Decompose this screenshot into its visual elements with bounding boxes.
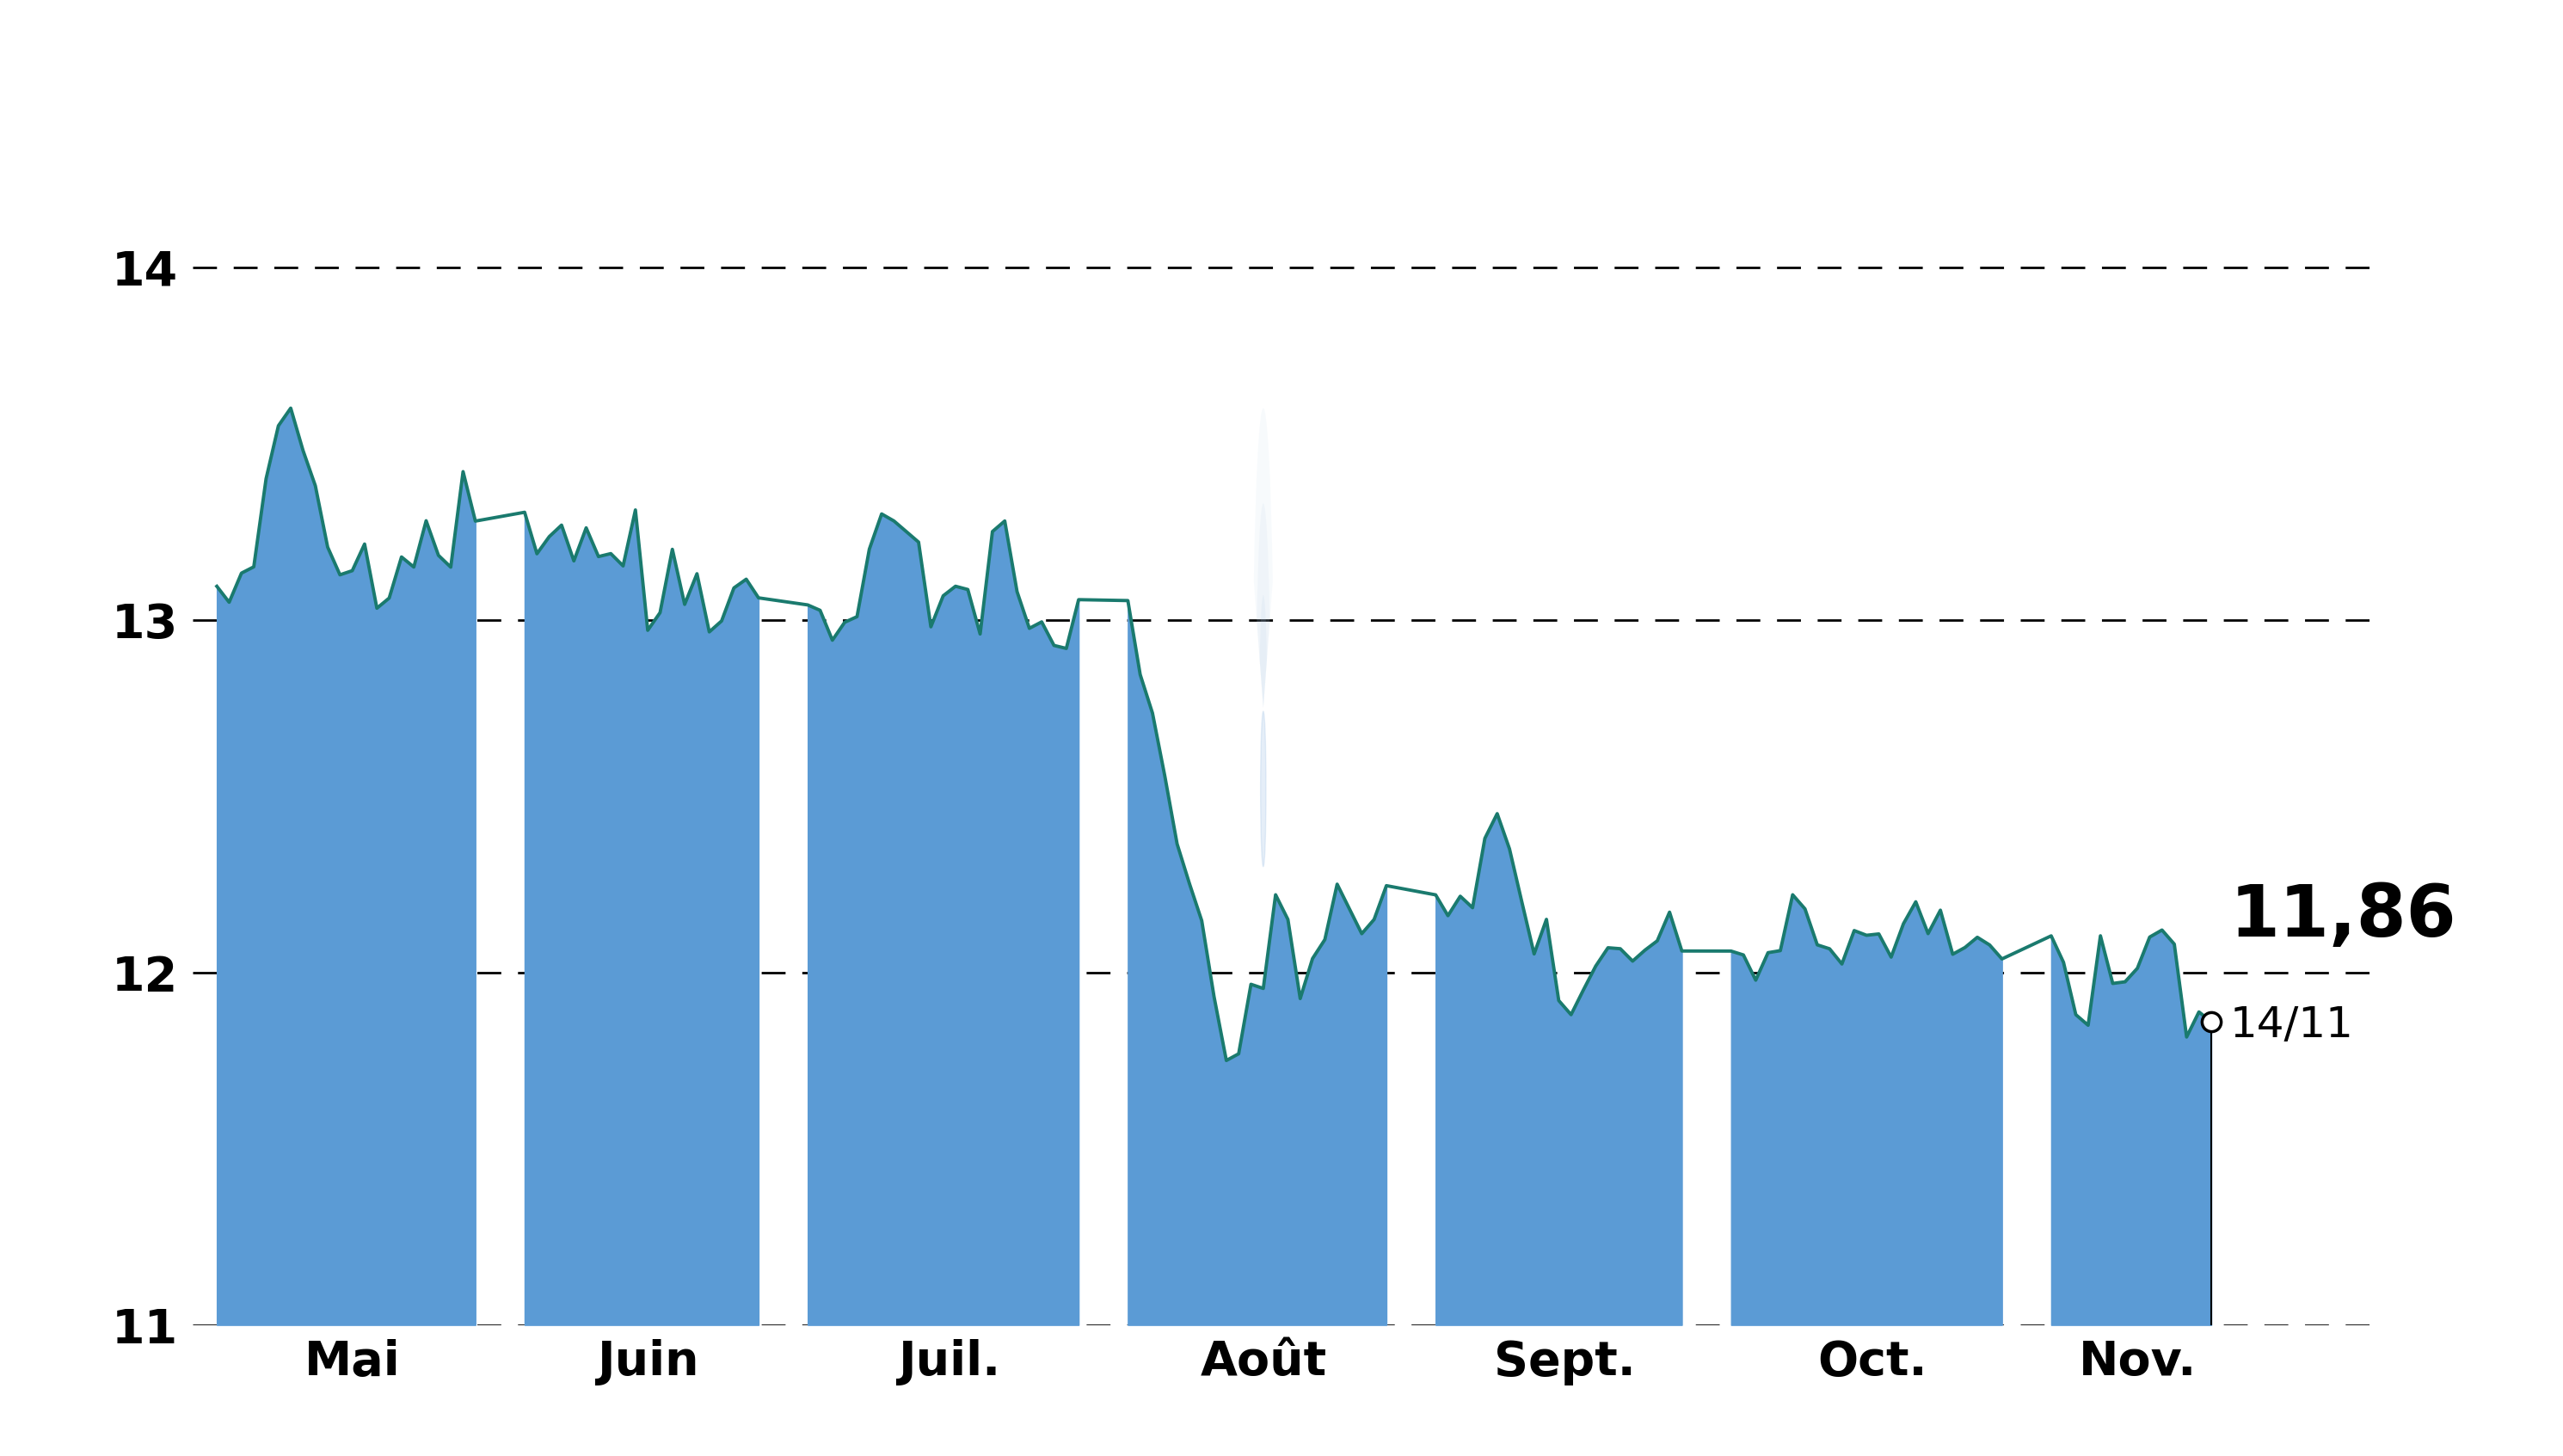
Wedge shape (1256, 504, 1269, 708)
Text: 14/11: 14/11 (2230, 1005, 2353, 1045)
Wedge shape (1261, 596, 1266, 708)
Text: 11,86: 11,86 (2230, 881, 2455, 951)
Wedge shape (1253, 408, 1274, 708)
Circle shape (1261, 712, 1266, 866)
Text: Wuestenrot & Wuerttembergische AG: Wuestenrot & Wuerttembergische AG (341, 41, 2222, 127)
